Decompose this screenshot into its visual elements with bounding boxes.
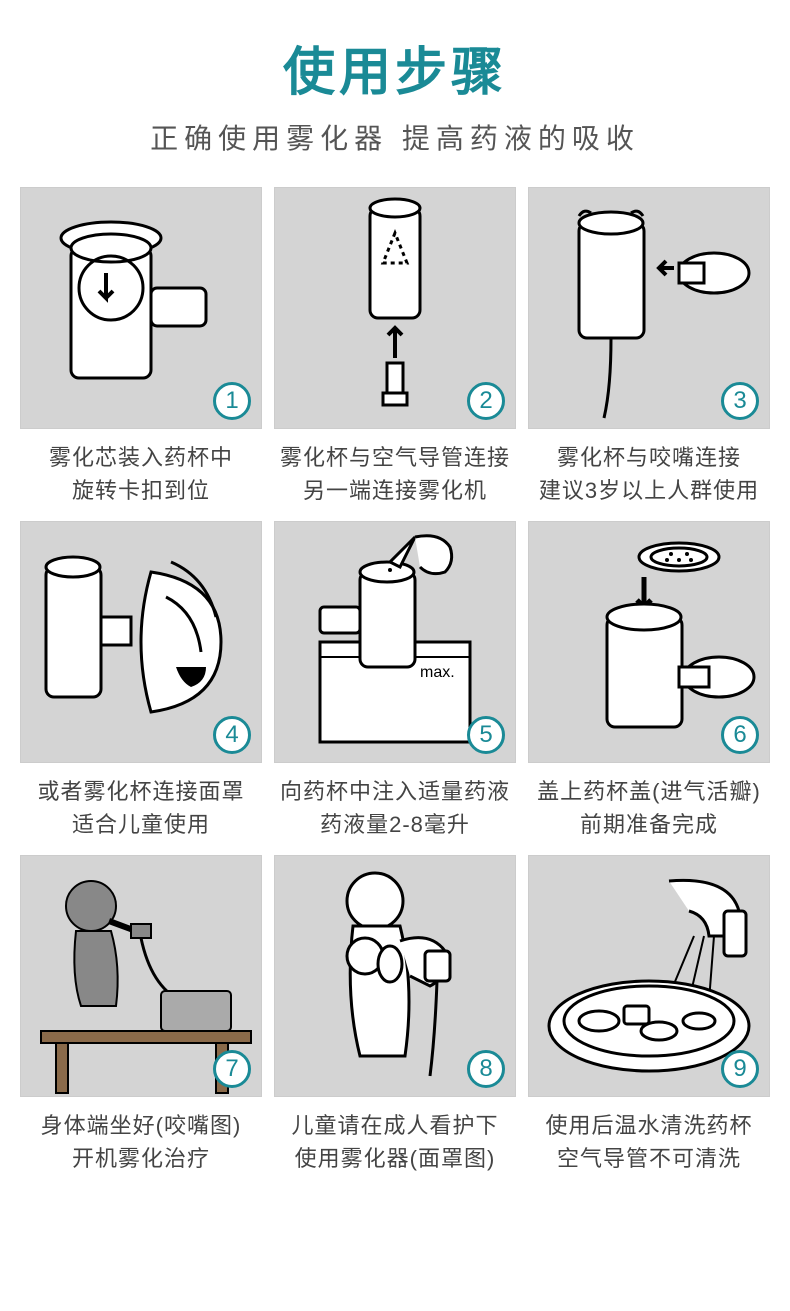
step-number-badge: 8 [467, 1050, 505, 1088]
step-illustration: 6 [528, 521, 770, 763]
step-cell: 9 使用后温水清洗药杯 空气导管不可清洗 [528, 855, 770, 1175]
step-illustration: 8 [274, 855, 516, 1097]
step-illustration: 4 [20, 521, 262, 763]
page-title: 使用步骤 [20, 30, 770, 105]
step-cell: 2 雾化杯与空气导管连接 另一端连接雾化机 [274, 187, 516, 507]
step-number-badge: 7 [213, 1050, 251, 1088]
step-cell: 6 盖上药杯盖(进气活瓣) 前期准备完成 [528, 521, 770, 841]
step-illustration: 2 [274, 187, 516, 429]
step-cell: max. 5 向药杯中注入适量药液 药液量2-8毫升 [274, 521, 516, 841]
step-number-badge: 2 [467, 382, 505, 420]
step-number-badge: 9 [721, 1050, 759, 1088]
step-number-badge: 6 [721, 716, 759, 754]
step-cell: 3 雾化杯与咬嘴连接 建议3岁以上人群使用 [528, 187, 770, 507]
step-illustration: max. 5 [274, 521, 516, 763]
step-number-badge: 5 [467, 716, 505, 754]
step-cell: 7 身体端坐好(咬嘴图) 开机雾化治疗 [20, 855, 262, 1175]
step-number-badge: 4 [213, 716, 251, 754]
page-subtitle: 正确使用雾化器 提高药液的吸收 [20, 117, 770, 157]
step-caption: 雾化芯装入药杯中 旋转卡扣到位 [20, 441, 262, 507]
step-caption: 身体端坐好(咬嘴图) 开机雾化治疗 [20, 1109, 262, 1175]
step-caption: 儿童请在成人看护下 使用雾化器(面罩图) [274, 1109, 516, 1175]
step-illustration: 3 [528, 187, 770, 429]
step-cell: 1 雾化芯装入药杯中 旋转卡扣到位 [20, 187, 262, 507]
step-number-badge: 1 [213, 382, 251, 420]
step-cell: 8 儿童请在成人看护下 使用雾化器(面罩图) [274, 855, 516, 1175]
step-caption: 或者雾化杯连接面罩 适合儿童使用 [20, 775, 262, 841]
steps-grid: 1 雾化芯装入药杯中 旋转卡扣到位 2 雾化杯与空气导管连接 另一端连接雾化机 3 雾… [20, 187, 770, 1175]
step-caption: 使用后温水清洗药杯 空气导管不可清洗 [528, 1109, 770, 1175]
step-caption: 盖上药杯盖(进气活瓣) 前期准备完成 [528, 775, 770, 841]
step-number-badge: 3 [721, 382, 759, 420]
step-illustration: 7 [20, 855, 262, 1097]
step-illustration: 1 [20, 187, 262, 429]
step-caption: 雾化杯与空气导管连接 另一端连接雾化机 [274, 441, 516, 507]
step-cell: 4 或者雾化杯连接面罩 适合儿童使用 [20, 521, 262, 841]
svg-text:max.: max. [420, 664, 455, 681]
step-illustration: 9 [528, 855, 770, 1097]
step-caption: 雾化杯与咬嘴连接 建议3岁以上人群使用 [528, 441, 770, 507]
step-caption: 向药杯中注入适量药液 药液量2-8毫升 [274, 775, 516, 841]
